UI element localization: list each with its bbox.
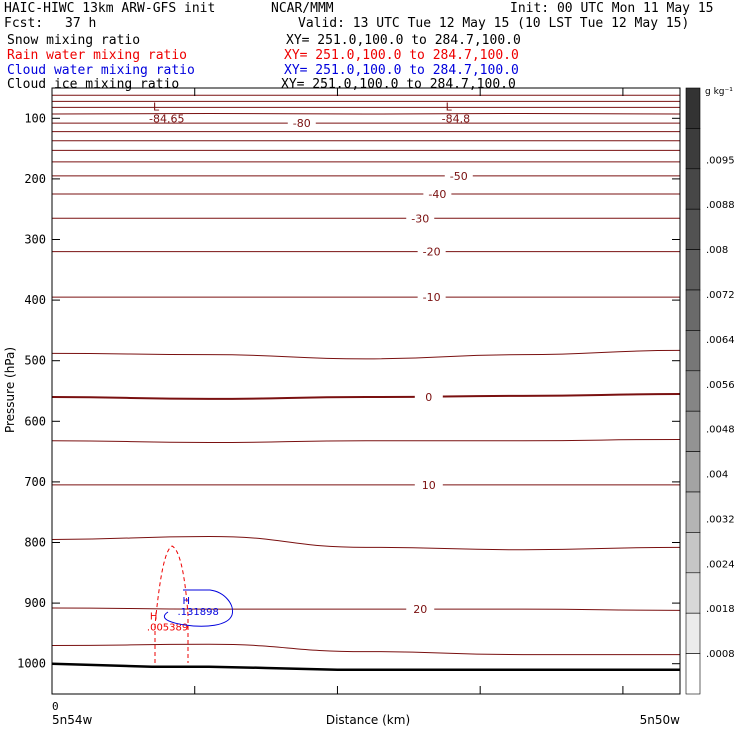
isotherm-label-bg [414, 478, 443, 491]
low-symbol: L [446, 100, 453, 113]
isotherm-label-bg [406, 212, 435, 225]
colorbar-label: .0048 [706, 425, 735, 436]
isotherm-label-bg [423, 188, 452, 201]
low-value: -84.65 [149, 112, 184, 125]
isotherm-label: -80 [293, 117, 311, 130]
colorbar-segment [685, 491, 701, 533]
isotherm-label: 0 [425, 391, 432, 404]
terrain-line [51, 662, 680, 672]
colorbar-label: .0095 [706, 155, 735, 166]
field-cloudwater-name: Cloud water mixing ratio [7, 63, 195, 78]
colorbar-label: .0072 [706, 290, 735, 301]
colorbar-label: .0064 [706, 335, 735, 346]
isotherm-line [51, 643, 680, 656]
colorbar-segment [685, 168, 701, 210]
isotherm-label: -40 [428, 188, 446, 201]
isotherm-label: 10 [422, 479, 436, 492]
isotherm-label: -20 [423, 246, 441, 259]
isotherm-label-bg [406, 603, 435, 616]
header-center: NCAR/MMM [271, 1, 334, 16]
colorbar-unit: g kg⁻¹ [705, 87, 733, 97]
colorbar-segment [685, 289, 701, 331]
y-tick-label: 500 [24, 354, 46, 368]
colorbar-segment [685, 330, 701, 372]
low-value: -84.8 [442, 112, 470, 125]
colorbar-segment [685, 370, 701, 412]
colorbar-segment [685, 451, 701, 493]
y-tick-label: 1000 [17, 657, 46, 671]
y-axis-label: Pressure (hPa) [3, 347, 17, 433]
cloud-water-contour [163, 589, 234, 627]
colorbar-label: .0088 [706, 200, 735, 211]
colorbar-segment [685, 87, 701, 129]
isotherm-line [51, 438, 681, 444]
x-tick-label: 0 [52, 700, 59, 713]
cloud-water-max-symbol: H [182, 596, 190, 607]
colorbar-label: .0024 [706, 559, 735, 570]
colorbar-label: .0032 [706, 514, 735, 525]
isotherm-label: -10 [423, 291, 441, 304]
y-tick-label: 900 [24, 596, 46, 610]
field-snow-xy: XY= 251.0,100.0 to 284.7,100.0 [286, 33, 521, 48]
header-run: HAIC-HIWC 13km ARW-GFS init [4, 1, 216, 16]
header-valid: Valid: 13 UTC Tue 12 May 15 (10 LST Tue … [298, 16, 690, 31]
rain-max-value: .005389 [147, 622, 188, 633]
field-snow-name: Snow mixing ratio [7, 33, 141, 48]
isotherm-line [51, 607, 681, 611]
colorbar-segment [685, 653, 701, 695]
colorbar-segment [685, 208, 701, 250]
colorbar-segment [685, 612, 701, 654]
field-rain-xy: XY= 251.0,100.0 to 284.7,100.0 [284, 48, 519, 63]
isotherm-label-bg [444, 169, 473, 182]
y-tick-label: 300 [24, 233, 46, 247]
low-symbol: L [153, 100, 160, 113]
colorbar-segment [685, 532, 701, 574]
y-tick-label: 600 [24, 414, 46, 428]
rain-water-contour [154, 545, 189, 663]
colorbar-label: .008 [706, 245, 728, 256]
rain-max-symbol: H [150, 611, 158, 622]
isotherm-label-bg [414, 391, 443, 404]
isotherm-line [51, 349, 681, 360]
cloud-water-max-value: .131898 [177, 607, 218, 618]
colorbar-segment [685, 410, 701, 452]
colorbar-label: .0018 [706, 604, 735, 615]
colorbar-segment [685, 249, 701, 291]
header-fcst-label: Fcst: [4, 16, 44, 31]
field-rain-name: Rain water mixing ratio [7, 48, 188, 63]
x-endpoint-left: 5n54w [52, 713, 93, 727]
y-tick-label: 100 [24, 111, 46, 125]
colorbar-label: .0008 [706, 649, 735, 660]
x-endpoint-right: 5n50w [640, 713, 681, 727]
x-axis-label: Distance (km) [326, 713, 410, 727]
y-tick-label: 400 [24, 293, 46, 307]
isotherm-line [51, 535, 681, 551]
colorbar-segment [685, 572, 701, 614]
y-tick-label: 200 [24, 172, 46, 186]
colorbar-segment [685, 128, 701, 170]
header-fcst-value: 37 h [65, 16, 97, 31]
colorbar-label: .0056 [706, 380, 735, 391]
y-tick-label: 700 [24, 475, 46, 489]
isotherm-label-bg [417, 291, 446, 304]
isotherm-line [51, 112, 681, 115]
isotherm-label-bg [287, 117, 316, 130]
header-init: Init: 00 UTC Mon 11 May 15 [510, 1, 714, 16]
plot-frame [51, 87, 681, 695]
field-cloudwater-xy: XY= 251.0,100.0 to 284.7,100.0 [284, 63, 519, 78]
isotherm-label: 20 [413, 603, 427, 616]
isotherm-label-bg [417, 245, 446, 258]
y-tick-label: 800 [24, 536, 46, 550]
colorbar-label: .004 [706, 470, 728, 481]
isotherm-line [51, 393, 681, 400]
isotherm-label: -30 [411, 212, 429, 225]
isotherm-label: -50 [450, 170, 468, 183]
